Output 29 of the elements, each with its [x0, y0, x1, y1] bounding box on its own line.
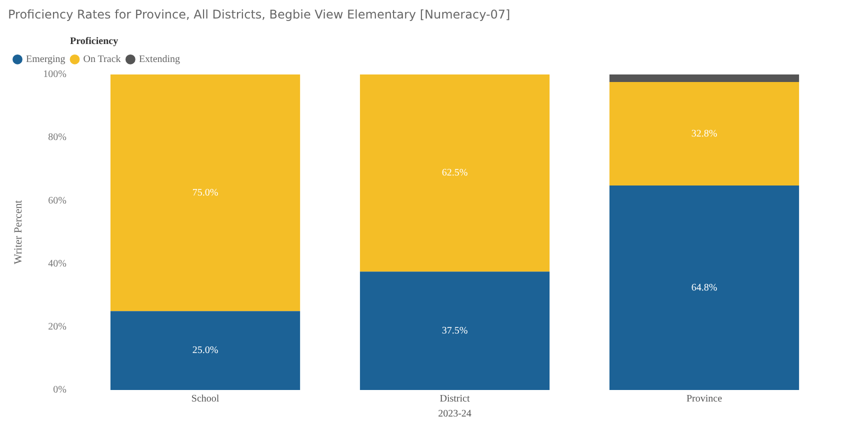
data-label: 75.0%: [192, 187, 218, 198]
data-label: 64.8%: [691, 282, 718, 294]
bar: [110, 74, 300, 312]
y-tick-label: 0%: [53, 384, 67, 396]
bar: [609, 82, 800, 186]
data-label: 25.0%: [192, 345, 218, 356]
y-tick-label: 80%: [48, 132, 67, 144]
legend-label: Extending: [138, 54, 180, 66]
data-label: 32.8%: [691, 128, 718, 140]
y-tick-label: 20%: [48, 322, 67, 333]
y-axis-title: Writer Percent: [12, 200, 24, 264]
bar: [360, 272, 550, 390]
legend-label: Emerging: [26, 54, 66, 66]
y-tick-label: 100%: [43, 69, 67, 80]
legend-label: On Track: [83, 54, 121, 66]
x-tick-label: Province: [686, 394, 723, 405]
data-label: 37.5%: [442, 325, 468, 336]
bar: [609, 185, 800, 390]
x-tick-label: School: [191, 394, 220, 405]
bar: [110, 311, 300, 390]
x-tick-label: District: [440, 394, 470, 405]
bar: [360, 74, 550, 272]
data-label: 62.5%: [442, 168, 468, 179]
y-tick-label: 40%: [48, 258, 67, 270]
y-tick-label: 60%: [48, 195, 67, 206]
chart-title: Proficiency Rates for Province, All Districts, Begbie View Elementary [Numeracy-07]: [8, 7, 510, 22]
x-axis-title: 2023-24: [438, 408, 472, 420]
bar: [609, 74, 800, 82]
legend-title: Proficiency: [70, 36, 118, 47]
